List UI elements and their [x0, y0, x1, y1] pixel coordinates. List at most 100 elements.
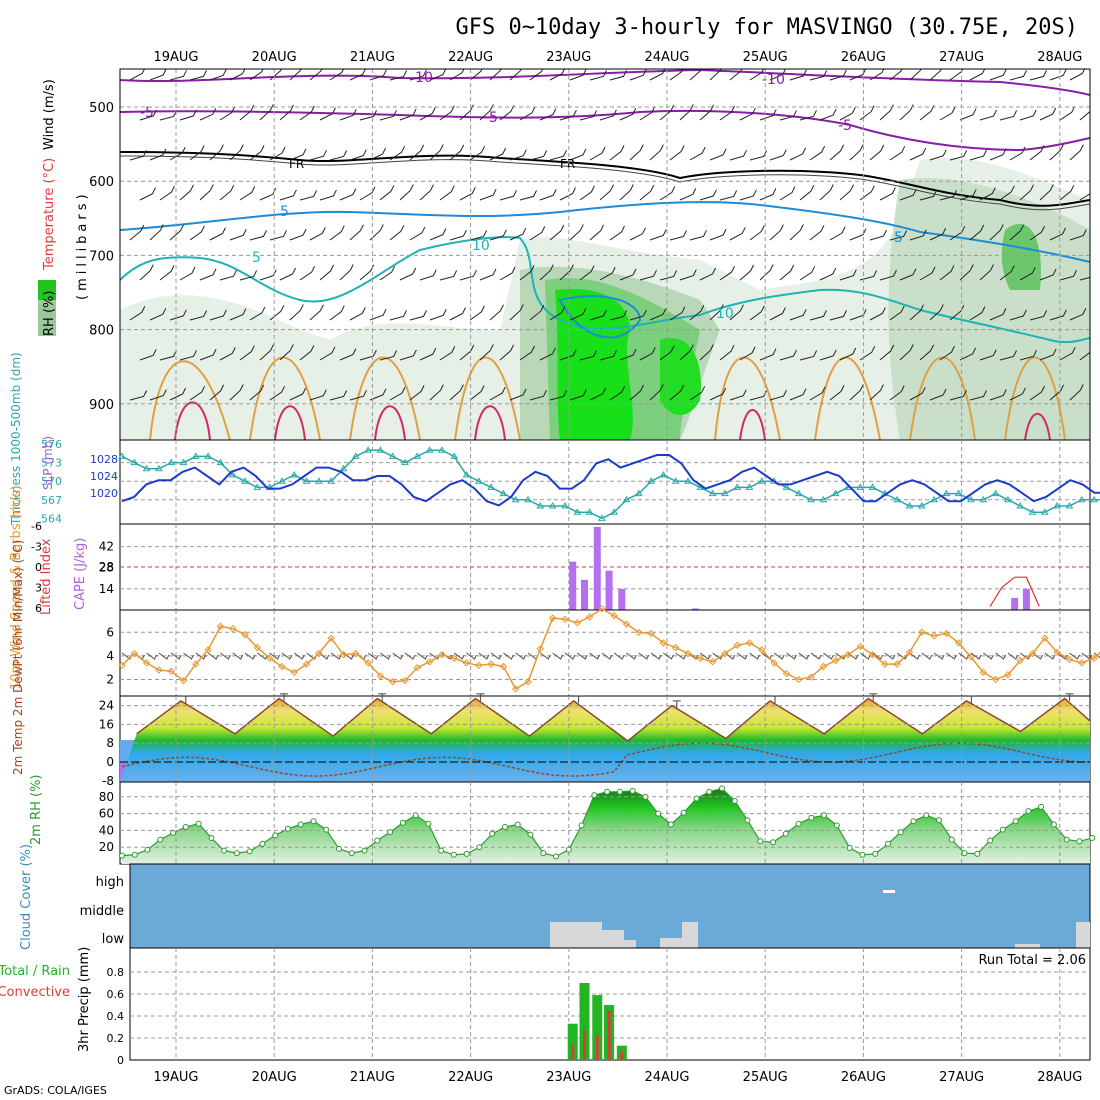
date-label: 24AUG — [644, 1070, 689, 1085]
wind-barb — [709, 228, 727, 241]
date-label: 20AUG — [252, 1070, 297, 1085]
wind-barb — [639, 106, 656, 121]
thickness-marker — [647, 477, 655, 484]
thickness-marker — [351, 452, 360, 459]
wind-barb — [499, 190, 517, 201]
rh-marker — [987, 837, 994, 844]
wind-barb — [379, 350, 398, 361]
wind10-grid: 2 4 6 — [106, 610, 1090, 696]
rh-marker — [297, 821, 304, 828]
rh-marker — [642, 793, 649, 800]
rh-marker — [910, 818, 917, 825]
thickness-marker — [856, 483, 865, 490]
thickness-marker — [253, 483, 262, 490]
wind-barb — [983, 652, 994, 660]
wind-barb — [899, 189, 917, 201]
wind-barb — [349, 224, 364, 241]
low-cloud-block — [1076, 922, 1090, 948]
wind-barb — [158, 652, 170, 660]
wind-barb — [689, 146, 706, 161]
rh-marker — [272, 832, 279, 839]
thickness-marker — [1077, 495, 1086, 503]
wind-barb — [849, 69, 867, 81]
wind-marker — [253, 643, 262, 652]
wind-barb — [959, 347, 977, 361]
date-label: 19AUG — [153, 50, 198, 65]
wind-barb — [579, 350, 597, 361]
wind-barb — [183, 652, 194, 660]
wind-barb — [949, 390, 967, 401]
rh-marker — [795, 820, 802, 827]
wind-barb — [779, 264, 795, 281]
thickness-marker — [782, 483, 791, 490]
wind-marker — [1065, 655, 1074, 664]
wind-barb — [319, 189, 337, 201]
wind-barb — [609, 225, 625, 241]
wind-barb — [569, 148, 587, 161]
wind-barb — [1019, 350, 1037, 361]
bottom-date-labels: 19AUG 20AUG 21AUG 22AUG 23AUG 24AUG 25AUG 26AUG… — [153, 1070, 1082, 1085]
wind-barb — [519, 106, 536, 121]
wind-barb — [229, 229, 247, 241]
thickness-marker — [511, 495, 520, 503]
wind-barb — [1029, 310, 1048, 321]
wind-barb — [209, 227, 226, 241]
wind-barb — [589, 224, 605, 241]
wind-marker — [635, 628, 643, 636]
rh2m-markers — [119, 785, 1096, 860]
wind-barb — [429, 309, 447, 321]
wind-barb — [1059, 270, 1077, 281]
wind-barb — [189, 385, 206, 401]
rh-shade-bright-2 — [660, 338, 701, 415]
wind-marker — [930, 632, 938, 640]
wind-barb — [659, 186, 676, 201]
wind-barb — [369, 69, 387, 81]
wind-barb — [829, 69, 847, 81]
wind-barb — [819, 267, 837, 281]
wind-barb — [1059, 346, 1076, 361]
rh-marker — [438, 847, 445, 854]
wind-marker — [893, 660, 901, 668]
wind-barb — [669, 145, 685, 161]
wind-barb — [515, 652, 527, 660]
thickness-marker — [376, 446, 385, 453]
wind-barb — [933, 652, 945, 660]
wind-barb — [469, 230, 488, 241]
temp-line — [136, 697, 1090, 742]
wind-marker — [388, 678, 397, 686]
thickness-marker — [118, 452, 126, 459]
wind-barb — [169, 309, 187, 321]
y-tick-label: 8 — [106, 736, 114, 750]
wind-barb — [189, 225, 205, 241]
date-label: 26AUG — [841, 50, 886, 65]
wind-barb — [739, 107, 756, 121]
rh-marker — [1025, 808, 1032, 815]
wind-barb — [619, 184, 634, 201]
cape-bar — [1022, 588, 1030, 610]
wind-barb — [1019, 652, 1031, 660]
wind-barb — [579, 110, 598, 121]
wind-barb — [929, 149, 947, 161]
wind-barb — [899, 268, 917, 281]
contour-label: -5 — [484, 110, 498, 126]
rh-marker — [425, 820, 432, 827]
wind-barb — [329, 69, 345, 81]
wind-barb — [969, 149, 987, 161]
thickness-marker — [302, 477, 311, 484]
wind-marker — [118, 661, 126, 670]
wind-barb — [989, 148, 1007, 161]
wind-marker — [758, 646, 766, 654]
wind-barb — [819, 349, 837, 361]
wind-barb — [639, 184, 655, 201]
wind-barb — [679, 344, 694, 361]
wind-barb — [569, 308, 587, 321]
y-tick-label: 564 — [41, 512, 62, 525]
y-tick-label: 1020 — [90, 487, 118, 500]
wind-barb — [439, 185, 455, 201]
wind-barb — [1039, 348, 1057, 361]
wind-barb — [939, 265, 955, 281]
wind-barb — [909, 386, 926, 401]
wind-barb — [700, 652, 711, 660]
wind-barb — [519, 265, 535, 281]
wind-barb — [279, 104, 294, 121]
